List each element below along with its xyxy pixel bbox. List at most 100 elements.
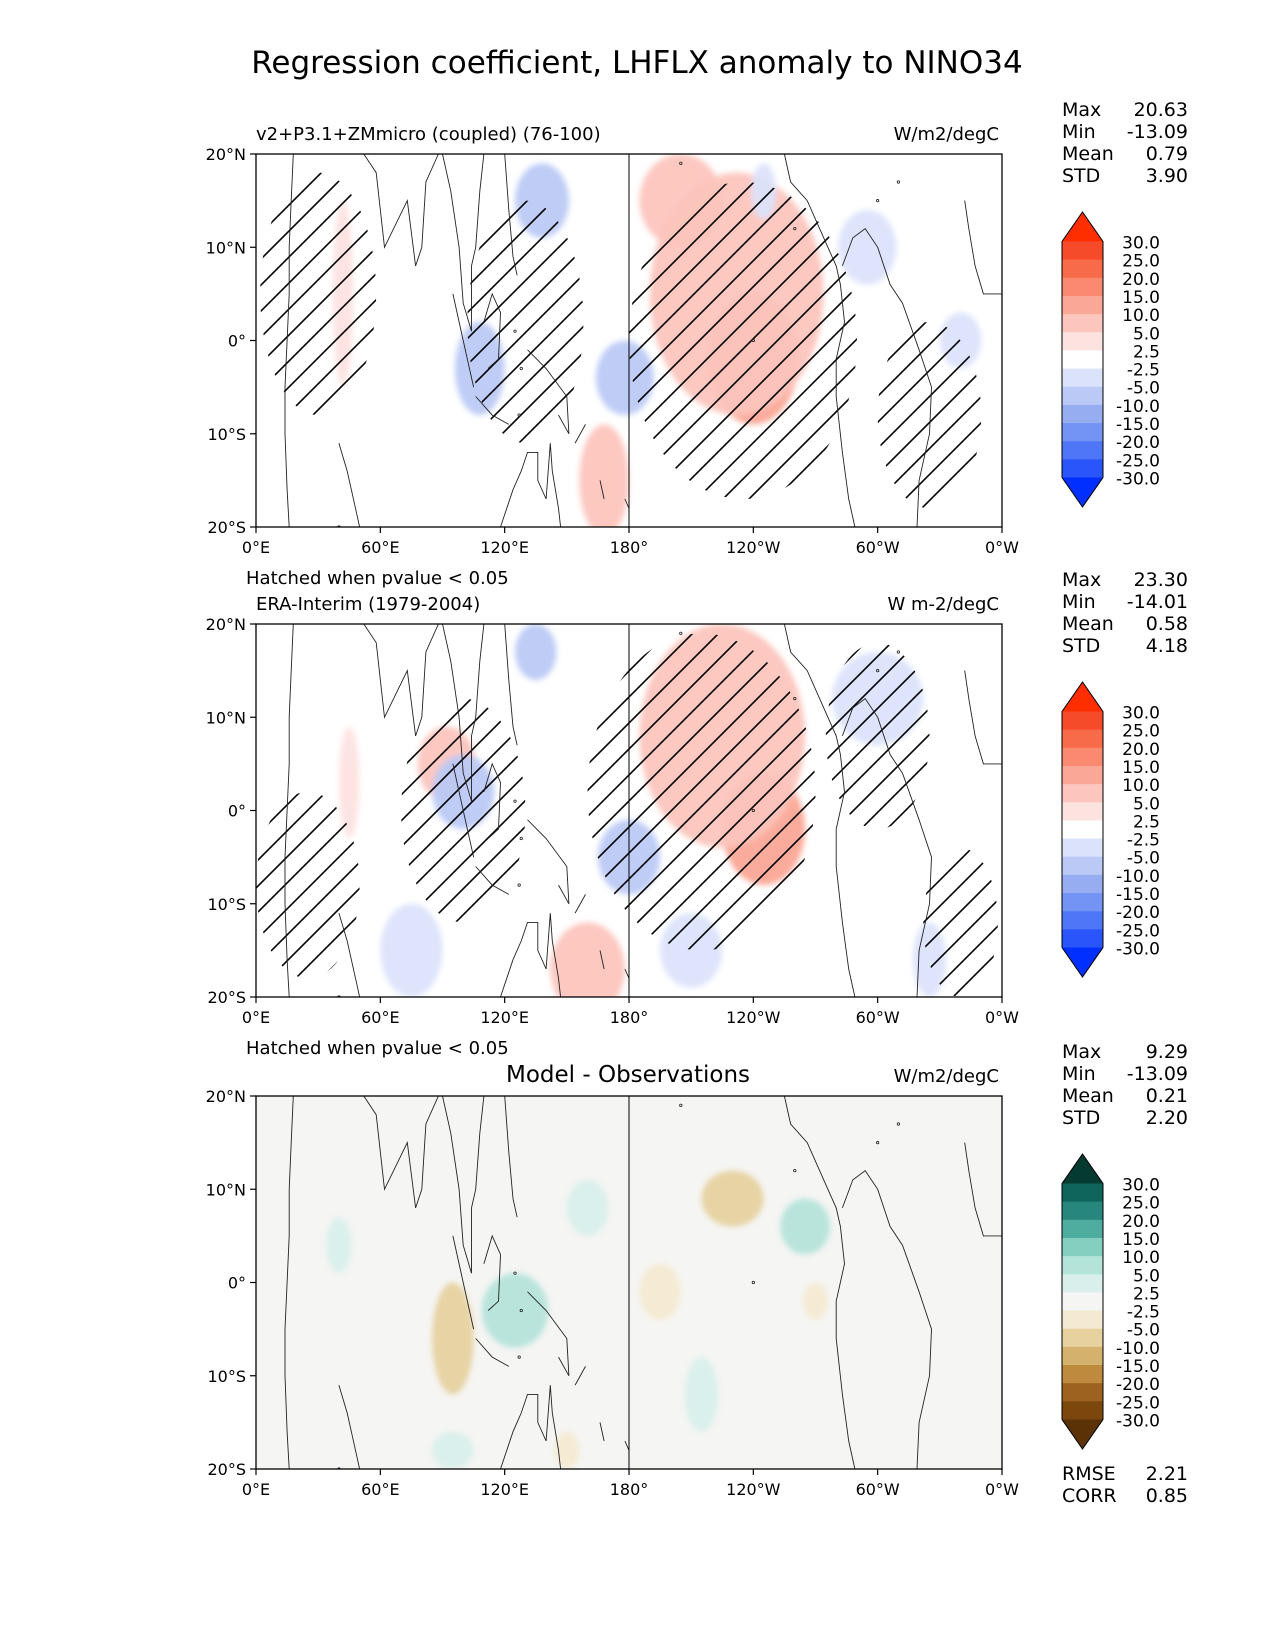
colorbar-swatch — [1062, 856, 1103, 876]
x-tick-label: 0°W — [985, 1008, 1019, 1027]
panel-observations-xticks: 0°E 60°E 120°E 180° 120°W 60°W 0°W — [242, 997, 1019, 1027]
y-tick-label: 20°N — [206, 145, 246, 164]
colorbar-swatch — [1062, 332, 1103, 351]
colorbar-level-label: -15.0 — [1116, 415, 1160, 435]
coastline — [783, 624, 856, 997]
anomaly-region — [684, 1357, 719, 1432]
coastline — [599, 480, 605, 500]
colorbar-swatch — [1062, 459, 1103, 478]
stat-label: Mean — [1062, 143, 1114, 165]
colorbar-level-label: -25.0 — [1116, 1393, 1160, 1413]
x-tick-label: 120°W — [726, 1480, 781, 1499]
stat-value: -13.09 — [1127, 1063, 1188, 1085]
coastline — [363, 624, 439, 737]
metric-value: 2.21 — [1146, 1463, 1188, 1485]
colorbar-swatch — [1062, 314, 1103, 333]
coastline — [483, 292, 501, 369]
y-tick-label: 10°S — [207, 1367, 246, 1386]
coastline — [504, 1096, 518, 1218]
colorbar-swatch — [1062, 386, 1103, 406]
island — [599, 1014, 601, 1016]
x-tick-label: 180° — [610, 538, 649, 557]
colorbar-level-label: -25.0 — [1116, 451, 1160, 471]
panel-observations-yticks: 20°N 10°N 0° 10°S 20°S — [206, 615, 256, 1007]
island — [876, 1141, 880, 1145]
colorbar-level-label: 30.0 — [1122, 234, 1160, 254]
island — [876, 199, 880, 203]
coastline — [574, 424, 586, 444]
panel-observations-title: ERA-Interim (1979-2004) — [256, 594, 480, 615]
significance-hatch — [260, 172, 377, 416]
colorbar-extend-min — [1062, 947, 1103, 977]
colorbar-level-label: 25.0 — [1122, 252, 1160, 272]
island — [793, 227, 797, 231]
significance-hatch — [923, 847, 998, 997]
colorbar-level-label: -10.0 — [1116, 1339, 1160, 1359]
colorbar-extend-max — [1062, 1154, 1103, 1184]
significance-hatch — [256, 791, 360, 979]
colorbar-swatch — [1062, 874, 1103, 894]
panel-difference: Model - Observations W/m2/degC 0°E 60°E 12… — [206, 1041, 1188, 1507]
anomaly-region — [803, 1282, 828, 1320]
anomaly-region — [432, 1431, 474, 1469]
coastline — [363, 154, 439, 267]
stat-label: Max — [1062, 1041, 1101, 1063]
panel-difference-units: W/m2/degC — [894, 1066, 999, 1087]
y-tick-label: 20°S — [207, 1460, 246, 1479]
colorbar-level-label: 10.0 — [1122, 306, 1160, 326]
panel-model-map — [255, 153, 1003, 528]
colorbar-level-label: -30.0 — [1116, 470, 1160, 490]
island — [517, 883, 521, 887]
colorbar-level-label: -2.5 — [1127, 361, 1160, 381]
stat-label: STD — [1062, 635, 1100, 657]
colorbar-level-label: -30.0 — [1116, 1412, 1160, 1432]
panel-difference-stats: Max 9.29 Min -13.09 Mean 0.21 STD 2.20 — [1062, 1041, 1188, 1129]
stat-value: 23.30 — [1134, 569, 1188, 591]
colorbar-extend-max — [1062, 682, 1103, 712]
x-tick-label: 60°E — [361, 1008, 399, 1027]
map-field — [256, 1096, 1002, 1488]
colorbar-swatch — [1062, 441, 1103, 460]
stat-value: -13.09 — [1127, 121, 1188, 143]
x-tick-label: 60°E — [361, 538, 399, 557]
colorbar-level-label: -10.0 — [1116, 867, 1160, 887]
coastline — [338, 912, 361, 997]
map-field — [256, 154, 1002, 527]
colorbar-swatch — [1062, 747, 1103, 767]
colorbar-level-label: 25.0 — [1122, 1194, 1160, 1214]
anomaly-region — [326, 1217, 352, 1274]
stat-label: STD — [1062, 165, 1100, 187]
colorbar-level-label: 5.0 — [1133, 794, 1160, 814]
stat-label: STD — [1062, 1107, 1100, 1129]
panel-difference-xticks: 0°E 60°E 120°E 180° 120°W 60°W 0°W — [242, 1469, 1019, 1499]
colorbar-swatch — [1062, 911, 1103, 930]
colorbar-level-label: 10.0 — [1122, 776, 1160, 796]
x-tick-label: 60°W — [856, 1008, 900, 1027]
y-tick-label: 10°S — [207, 425, 246, 444]
colorbar-level-label: 5.0 — [1133, 1266, 1160, 1286]
coastline — [841, 697, 932, 997]
panel-observations-colorbar: 30.025.020.015.010.05.02.5-2.5-5.0-10.0-… — [1061, 681, 1160, 978]
x-tick-label: 60°W — [856, 538, 900, 557]
coastline — [504, 154, 518, 276]
island — [599, 1486, 601, 1488]
colorbar-level-label: -25.0 — [1116, 921, 1160, 941]
x-tick-label: 0°E — [242, 538, 270, 557]
coastline — [442, 624, 485, 802]
island — [337, 1467, 341, 1469]
colorbar-swatch — [1062, 729, 1103, 749]
colorbar-swatch — [1062, 1401, 1103, 1420]
anomaly-region — [432, 1282, 474, 1395]
anomaly-region — [639, 1263, 681, 1320]
panel-model-colorbar: 30.025.020.015.010.05.02.5-2.5-5.0-10.0-… — [1061, 211, 1160, 508]
coastline — [964, 670, 1002, 765]
coastline — [624, 1440, 630, 1451]
x-tick-label: 120°E — [480, 1008, 529, 1027]
coastline — [452, 293, 475, 388]
y-tick-label: 20°N — [206, 615, 246, 634]
colorbar-swatch — [1062, 838, 1103, 858]
coastline — [574, 894, 586, 914]
metric-label: RMSE — [1062, 1463, 1116, 1485]
colorbar-swatch — [1062, 1201, 1103, 1221]
